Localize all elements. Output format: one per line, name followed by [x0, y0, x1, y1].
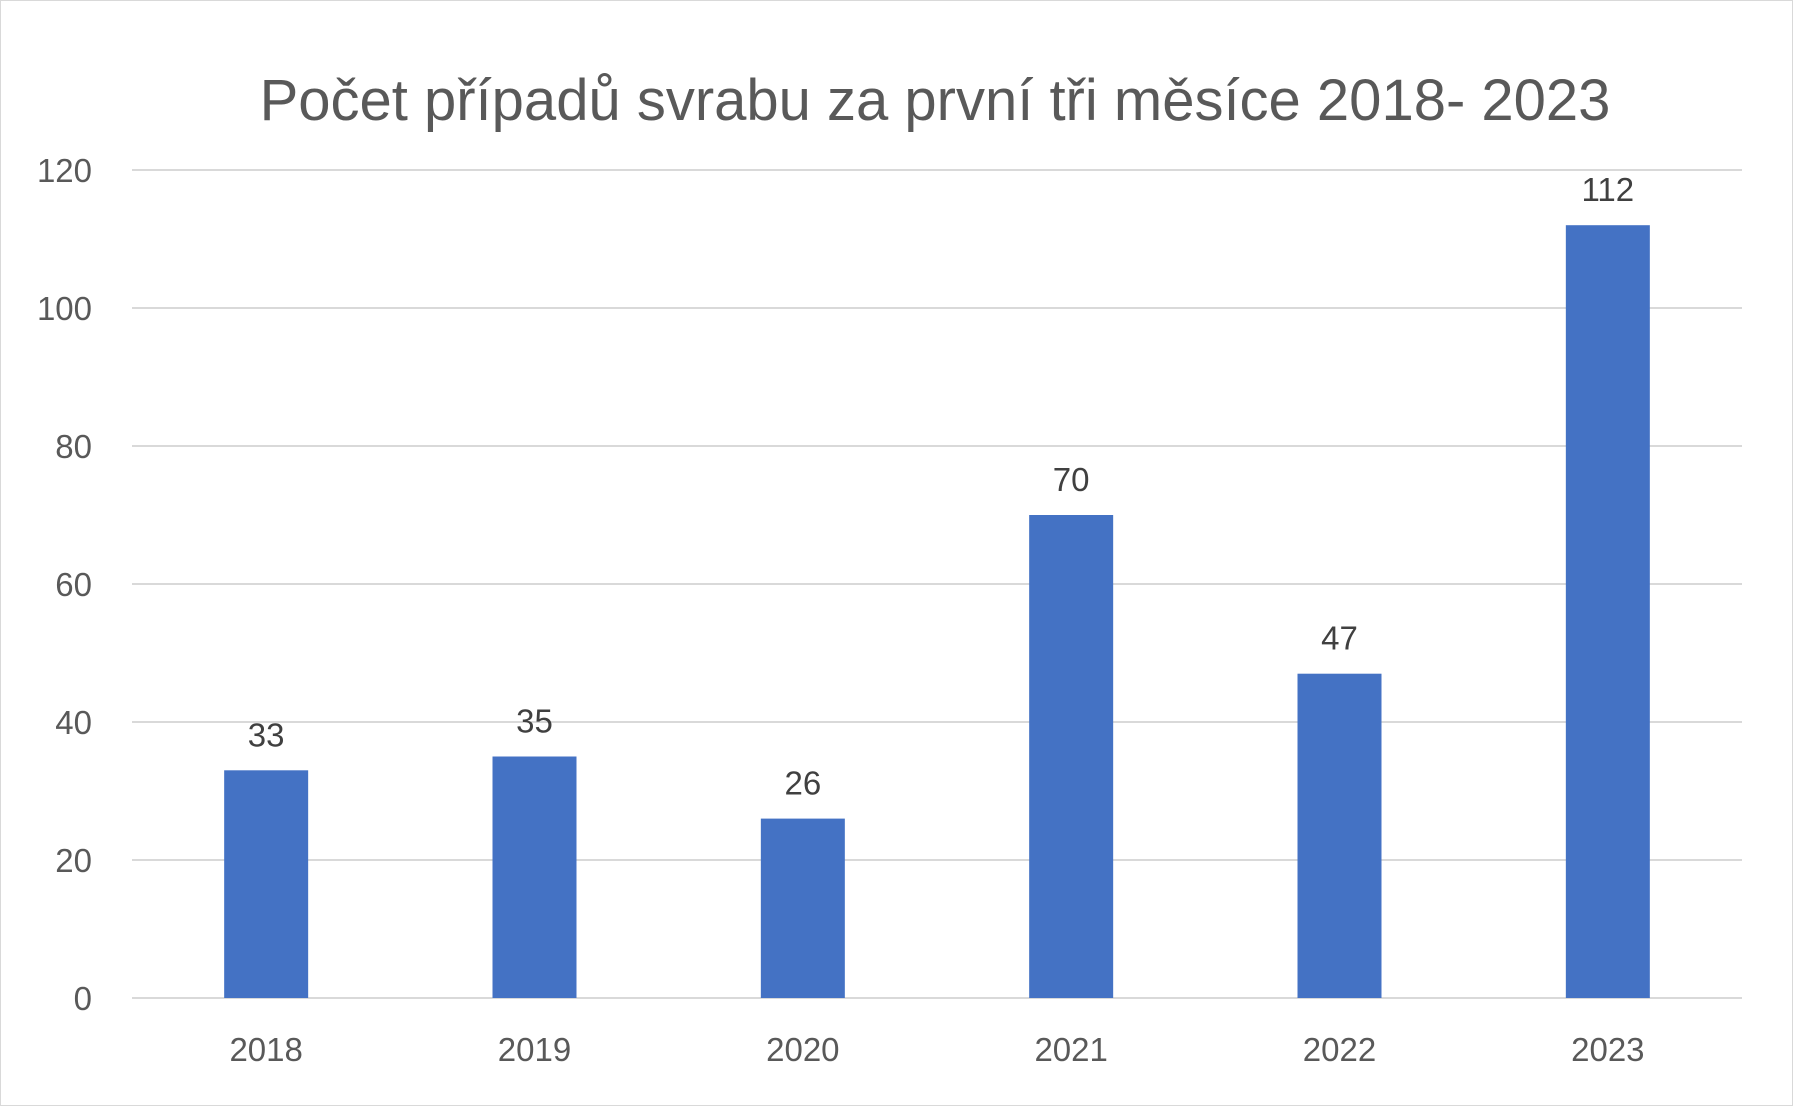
x-tick-label-2023: 2023	[1571, 1031, 1644, 1068]
data-label-2020: 26	[784, 765, 821, 802]
x-tick-label-2018: 2018	[229, 1031, 302, 1068]
data-label-2021: 70	[1053, 461, 1090, 498]
bar-2020	[760, 818, 845, 998]
gridlines	[132, 169, 1742, 999]
x-tick-label-2019: 2019	[498, 1031, 571, 1068]
bar-2023	[1565, 225, 1650, 998]
y-tick-label-40: 40	[55, 704, 92, 741]
y-tick-label-0: 0	[74, 980, 92, 1017]
data-label-2022: 47	[1321, 620, 1358, 657]
y-tick-label-100: 100	[37, 290, 92, 327]
y-axis-ticks: 0 20 40 60 80 100 120	[37, 152, 92, 1017]
y-tick-label-120: 120	[37, 152, 92, 189]
x-tick-label-2021: 2021	[1034, 1031, 1107, 1068]
x-tick-label-2020: 2020	[766, 1031, 839, 1068]
data-labels: 33 35 26 70 47 112	[248, 171, 1634, 801]
y-tick-label-80: 80	[55, 428, 92, 465]
data-label-2023: 112	[1582, 171, 1635, 208]
x-tick-label-2022: 2022	[1303, 1031, 1376, 1068]
bars	[224, 225, 1650, 998]
bar-2019	[492, 756, 577, 998]
y-tick-label-20: 20	[55, 842, 92, 879]
data-label-2019: 35	[516, 703, 553, 740]
chart-title: Počet případů svrabu za první tři měsíce…	[260, 68, 1611, 133]
bar-2021	[1029, 515, 1114, 998]
bar-2022	[1297, 673, 1382, 998]
y-tick-label-60: 60	[55, 566, 92, 603]
bar-2018	[224, 770, 309, 998]
x-axis-ticks: 2018 2019 2020 2021 2022 2023	[229, 1031, 1644, 1068]
data-label-2018: 33	[248, 716, 285, 753]
